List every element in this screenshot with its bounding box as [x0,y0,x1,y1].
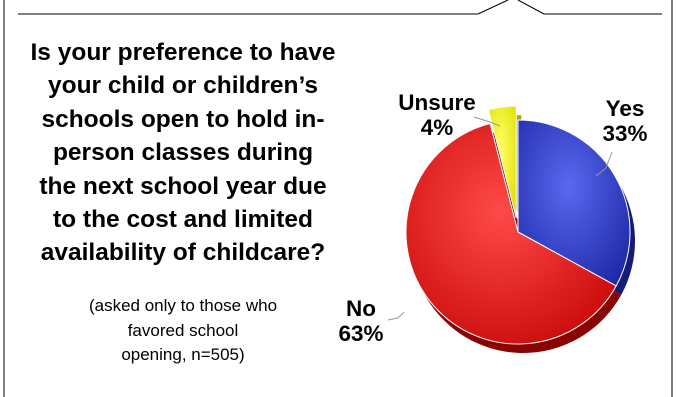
slice-label-unsure: Unsure 4% [378,90,496,140]
pie-slice-yes [517,119,631,287]
top-tab-slant-left [477,0,509,15]
slice-label-no-category: No [346,296,376,321]
slice-label-no-value: 63% [338,321,384,346]
note-line: favored school [127,320,239,340]
pie-slice-no [405,122,617,345]
pie-slice-unsure [487,105,517,219]
pie-slices-group [405,105,631,345]
note-line: (asked only to those who [88,296,278,315]
sample-note: (asked only to those who favored school … [0,294,366,368]
top-tab-slant-right [517,0,545,15]
slice-label-unsure-category: Unsure [398,90,476,115]
leader-lines-group [387,116,613,321]
note-line: opening, n=505) [121,345,245,364]
question-line: your child or children’s [47,72,318,100]
question-text: Is your preference to have your child or… [0,36,366,270]
question-line: schools open to hold in- [41,105,325,133]
slice-label-yes: Yes 33% [588,96,662,146]
leader-line-unsure [473,116,501,127]
question-line: person classes during [52,139,314,167]
slice-label-yes-category: Yes [605,96,645,121]
slice-label-yes-value: 33% [602,121,648,146]
question-line: the next school year due [39,172,327,200]
slice-label-no: No 63% [324,296,398,346]
slice-label-unsure-value: 4% [420,115,454,140]
question-line: to the cost and limited [53,206,313,234]
leader-line-yes [595,151,613,177]
question-line: availability of childcare? [40,239,326,267]
leader-line-no [387,311,405,321]
question-line: Is your preference to have [30,39,336,66]
